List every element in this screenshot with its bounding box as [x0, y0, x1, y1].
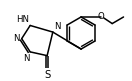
- Text: N: N: [54, 22, 60, 31]
- Text: S: S: [44, 70, 50, 80]
- Text: N: N: [13, 34, 20, 43]
- Text: HN: HN: [16, 15, 29, 24]
- Text: O: O: [98, 12, 104, 21]
- Text: N: N: [23, 54, 29, 63]
